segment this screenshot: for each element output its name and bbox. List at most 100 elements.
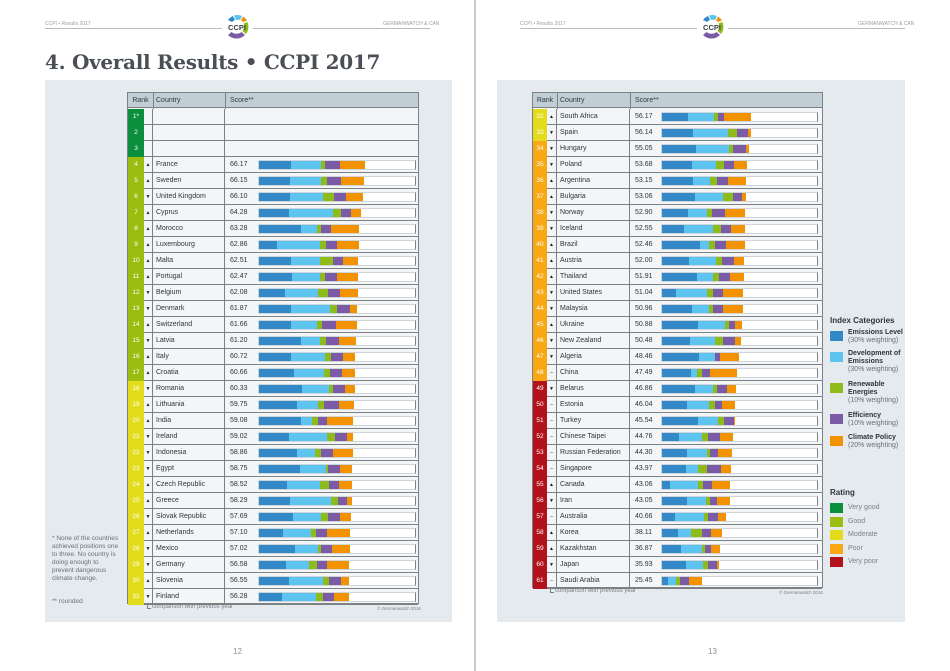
bar-segment-efficiency bbox=[712, 209, 726, 217]
score-bar bbox=[661, 144, 818, 154]
bar-segment-renewable-energies bbox=[314, 449, 322, 457]
table-header: Rank Country Score** bbox=[533, 93, 822, 108]
rank-cell: 46 bbox=[533, 333, 547, 349]
score-bar bbox=[661, 416, 818, 426]
bar-segment-development-of-emissions bbox=[292, 513, 322, 521]
trend-down-icon: ▼ bbox=[144, 301, 153, 317]
trend-up-icon: ▲ bbox=[144, 365, 153, 381]
bar-segment-emissions-level bbox=[259, 369, 295, 377]
score-bar bbox=[661, 368, 818, 378]
bar-segment-emissions-level bbox=[662, 209, 689, 217]
score-bar bbox=[258, 576, 416, 586]
trend-up-icon: ▲ bbox=[144, 525, 153, 541]
column-header-country: Country bbox=[560, 97, 585, 104]
rank-cell: 19 bbox=[128, 397, 144, 413]
running-header-right: GERMANWATCH & CAN bbox=[383, 21, 440, 27]
bar-segment-emissions-level bbox=[259, 321, 291, 329]
score-bar bbox=[661, 464, 818, 474]
bar-segment-development-of-emissions bbox=[689, 337, 716, 345]
bar-segment-emissions-level bbox=[662, 577, 669, 585]
score-value: 58.29 bbox=[230, 497, 248, 504]
bar-segment-development-of-emissions bbox=[695, 193, 723, 201]
bar-segment-development-of-emissions bbox=[679, 433, 703, 441]
bar-segment-development-of-emissions bbox=[297, 401, 319, 409]
bar-segment-development-of-emissions bbox=[289, 177, 322, 185]
bar-segment-emissions-level bbox=[662, 449, 687, 457]
score-value: 38.11 bbox=[635, 529, 652, 536]
bar-segment-development-of-emissions bbox=[290, 257, 320, 265]
country-name: Portugal bbox=[153, 269, 225, 285]
trend-up-icon: ▲ bbox=[144, 237, 153, 253]
bar-segment-emissions-level bbox=[259, 545, 296, 553]
rank-cell: 32 bbox=[533, 109, 547, 125]
bar-segment-renewable-energies bbox=[318, 545, 322, 553]
country-name: Turkey bbox=[557, 413, 630, 429]
bar-segment-renewable-energies bbox=[328, 385, 333, 393]
country-name: Netherlands bbox=[153, 525, 225, 541]
bar-segment-efficiency bbox=[326, 337, 339, 345]
trend-down-icon: ▼ bbox=[547, 381, 557, 397]
country-name: Iceland bbox=[557, 221, 630, 237]
bar-segment-renewable-energies bbox=[320, 481, 329, 489]
bar-segment-efficiency bbox=[325, 241, 337, 249]
country-name: Germany bbox=[153, 557, 225, 573]
bar-segment-renewable-energies bbox=[332, 209, 341, 217]
bar-segment-efficiency bbox=[337, 305, 350, 313]
bar-segment-renewable-energies bbox=[727, 129, 738, 137]
bar-segment-climate-policy bbox=[331, 225, 360, 233]
bar-segment-climate-policy bbox=[723, 289, 743, 297]
bar-segment-renewable-energies bbox=[316, 321, 322, 329]
rank-cell: 28 bbox=[128, 541, 144, 557]
category-swatch bbox=[830, 352, 843, 362]
table-row: 13 ▼ Denmark 61.87 bbox=[128, 301, 418, 317]
bar-segment-climate-policy bbox=[331, 545, 350, 553]
rank-cell: 40 bbox=[533, 237, 547, 253]
bar-segment-development-of-emissions bbox=[675, 289, 708, 297]
table-row: 58 ▲ Korea 38.11 bbox=[533, 525, 822, 541]
bar-segment-development-of-emissions bbox=[675, 513, 705, 521]
category-name: Emissions Level bbox=[848, 329, 903, 336]
rank-cell: 31 bbox=[128, 589, 144, 605]
rank-cell: 15 bbox=[128, 333, 144, 349]
score-bar bbox=[661, 400, 818, 410]
rank-cell: 11 bbox=[128, 269, 144, 285]
bar-segment-renewable-energies bbox=[715, 337, 724, 345]
bar-segment-emissions-level bbox=[259, 433, 290, 441]
country-name: Saudi Arabia bbox=[557, 573, 630, 589]
trend-down-icon: ▼ bbox=[144, 445, 153, 461]
trend-down-icon: ▼ bbox=[144, 461, 153, 477]
bar-segment-renewable-energies bbox=[704, 513, 709, 521]
score-bar bbox=[661, 448, 818, 458]
bar-segment-efficiency bbox=[723, 337, 736, 345]
bar-segment-climate-policy bbox=[734, 257, 745, 265]
bar-segment-emissions-level bbox=[662, 561, 686, 569]
trend-up-icon: ▲ bbox=[144, 397, 153, 413]
table-row: 28 ▼ Mexico 57.02 bbox=[128, 541, 418, 557]
table-row: 30 ▲ Slovenia 56.55 bbox=[128, 573, 418, 589]
score-bar bbox=[258, 368, 416, 378]
bar-segment-climate-policy bbox=[733, 417, 735, 425]
country-name: Finland bbox=[153, 589, 225, 605]
score-value: 56.58 bbox=[230, 561, 248, 568]
bar-segment-emissions-level bbox=[662, 177, 694, 185]
bar-segment-emissions-level bbox=[259, 289, 285, 297]
bar-segment-emissions-level bbox=[662, 321, 699, 329]
table-row: 49 ▼ Belarus 46.86 bbox=[533, 381, 822, 397]
comparison-bracket bbox=[147, 603, 151, 609]
rank-cell: 24 bbox=[128, 477, 144, 493]
bar-segment-emissions-level bbox=[259, 417, 301, 425]
category-weight: (10% weighting) bbox=[848, 420, 899, 427]
country-name bbox=[153, 141, 225, 157]
bar-segment-efficiency bbox=[335, 433, 347, 441]
svg-text:CCPI: CCPI bbox=[228, 23, 246, 32]
bar-segment-emissions-level bbox=[662, 289, 676, 297]
country-name: Argentina bbox=[557, 173, 630, 189]
category-weight: (30% weighting) bbox=[848, 337, 899, 344]
bar-segment-climate-policy bbox=[337, 273, 359, 281]
bar-segment-efficiency bbox=[707, 465, 721, 473]
score-value: 63.28 bbox=[230, 225, 248, 232]
bar-segment-efficiency bbox=[328, 481, 339, 489]
bar-segment-efficiency bbox=[327, 513, 340, 521]
table-row: 11 ▲ Portugal 62.47 bbox=[128, 269, 418, 285]
rank-cell: 14 bbox=[128, 317, 144, 333]
